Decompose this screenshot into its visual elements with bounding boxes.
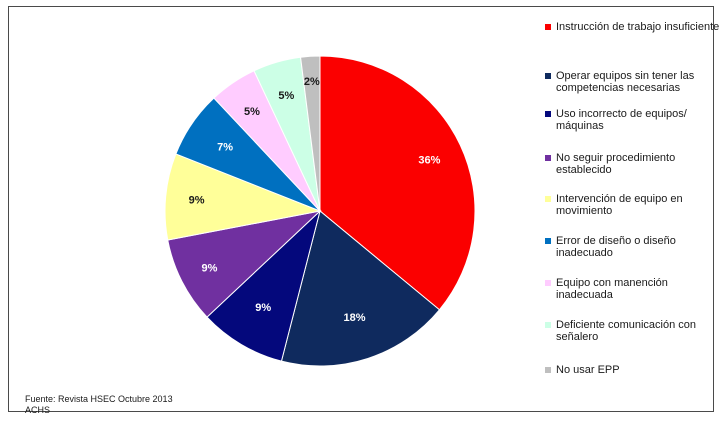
legend-swatch [545, 367, 551, 373]
slice-value-label: 9% [202, 262, 218, 274]
legend-item: No seguir procedimiento establecido [545, 152, 723, 176]
slice-value-label: 9% [189, 194, 205, 206]
legend-swatch [545, 155, 551, 161]
legend-label: Operar equipos sin tener las competencia… [556, 70, 695, 94]
pie-chart: 36% 18% 9% 9% 9% 7% 5% 5% 2% [164, 55, 476, 367]
pie-slice [280, 210, 441, 367]
slice-value-label: 2% [304, 76, 320, 88]
source-line-1: Fuente: Revista HSEC Octubre 2013 [25, 394, 173, 404]
legend-swatch [545, 322, 551, 328]
pie-slice [300, 55, 321, 212]
slice-value-label: 36% [418, 155, 440, 167]
legend-label: Uso incorrecto de equipos/ máquinas [556, 108, 687, 132]
source-line-2: ACHS [25, 405, 51, 415]
legend-item: Uso incorrecto de equipos/ máquinas [545, 108, 723, 132]
legend-label: Intervención de equipo en movimiento [556, 193, 683, 217]
legend-swatch [545, 280, 551, 286]
legend-item: Operar equipos sin tener las competencia… [545, 70, 723, 94]
pie-slice [319, 55, 476, 311]
pie-slice [167, 210, 322, 318]
legend-label: No usar EPP [556, 364, 620, 376]
legend-swatch [545, 111, 551, 117]
slice-value-label: 18% [343, 312, 365, 324]
legend-swatch [545, 24, 551, 30]
slice-value-label: 7% [217, 142, 233, 154]
slice-value-label: 5% [244, 106, 260, 118]
legend-label: Deficiente comunicación con señalero [556, 319, 697, 343]
legend-swatch [545, 238, 551, 244]
slice-value-label: 5% [278, 90, 294, 102]
chart-frame: 36% 18% 9% 9% 9% 7% 5% 5% 2% Instrucción de trab… [8, 6, 719, 415]
pie-slice [206, 209, 321, 362]
legend-item: Intervención de equipo en movimiento [545, 193, 723, 217]
legend-label: Error de diseño o diseño inadecuado [556, 235, 676, 259]
legend-item: Equipo con manención inadecuada [545, 277, 723, 301]
legend-item: No usar EPP [545, 364, 723, 376]
legend-label: Instrucción de trabajo insuficiente [556, 21, 720, 33]
pie-slice [164, 153, 322, 241]
legend-item: Deficiente comunicación con señalero [545, 319, 723, 343]
legend-item: Error de diseño o diseño inadecuado [545, 235, 723, 259]
legend-item: Instrucción de trabajo insuficiente [545, 21, 723, 33]
legend-swatch [545, 73, 551, 79]
legend-label: Equipo con manención inadecuada [556, 277, 668, 301]
slice-value-label: 9% [255, 302, 271, 314]
legend-label: No seguir procedimiento establecido [556, 152, 676, 176]
legend-swatch [545, 196, 551, 202]
source-note: Fuente: Revista HSEC Octubre 2013 ACHS [25, 394, 173, 416]
